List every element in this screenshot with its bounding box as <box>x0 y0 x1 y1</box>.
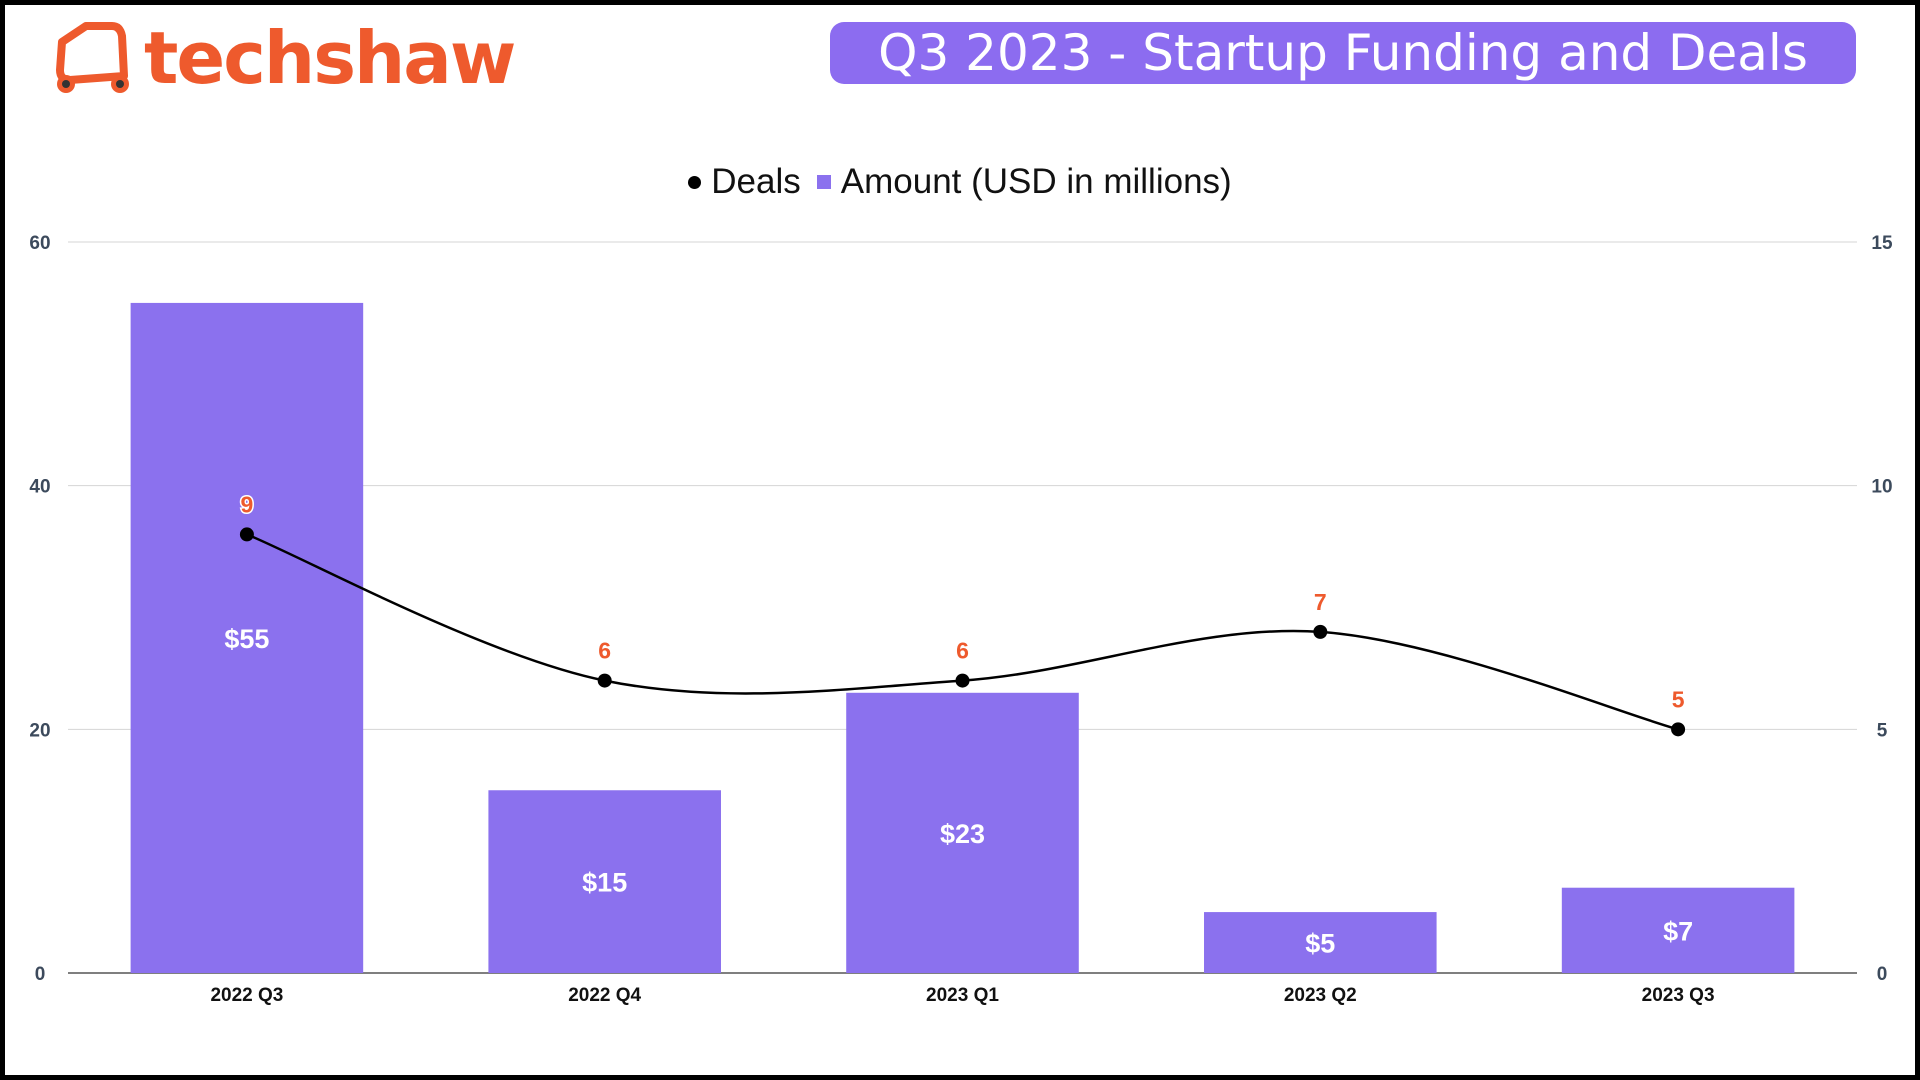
x-tick-label: 2022 Q4 <box>568 985 641 1006</box>
bar-value-label: $15 <box>582 868 627 898</box>
x-tick-label: 2023 Q2 <box>1284 985 1357 1006</box>
x-tick-label: 2022 Q3 <box>210 985 283 1006</box>
bar <box>130 302 364 974</box>
y-left-tick-label: 20 <box>29 720 50 741</box>
deals-value-label: 5 <box>1672 686 1685 712</box>
bar <box>488 790 721 973</box>
x-tick-label: 2023 Q3 <box>1642 985 1715 1006</box>
brand-logo: techshaw <box>50 16 516 100</box>
deals-point <box>1671 722 1686 737</box>
bar-value-label: $23 <box>940 819 985 849</box>
chart-legend: Deals Amount (USD in millions) <box>0 162 1920 202</box>
chart-title: Q3 2023 - Startup Funding and Deals <box>878 24 1808 82</box>
deals-point <box>955 673 970 688</box>
deals-value-label: 6 <box>956 638 969 664</box>
bar-value-label: $55 <box>224 624 269 654</box>
y-right-tick-label: 0 <box>1877 964 1888 985</box>
auto-rickshaw-icon <box>56 22 129 93</box>
title-banner: Q3 2023 - Startup Funding and Deals <box>830 22 1856 84</box>
legend-marker-deals <box>688 175 702 189</box>
deals-value-label: 7 <box>1314 589 1327 615</box>
y-left-tick-label: 40 <box>29 477 50 498</box>
deals-point <box>1313 624 1328 639</box>
bar-value-label: $7 <box>1663 916 1693 946</box>
legend-label-amount: Amount (USD in millions) <box>840 162 1232 201</box>
legend-marker-amount <box>816 175 831 189</box>
y-right-tick-label: 5 <box>1877 720 1888 741</box>
y-left-tick-label: 0 <box>35 964 46 985</box>
y-left-tick-label: 60 <box>29 233 50 254</box>
bar <box>1561 887 1795 973</box>
deals-value-label: 6 <box>598 638 611 664</box>
bar-value-label: $5 <box>1305 929 1335 959</box>
x-tick-label: 2023 Q1 <box>926 985 999 1006</box>
brand-name: techshaw <box>144 16 516 100</box>
y-right-tick-label: 15 <box>1871 233 1893 254</box>
bar <box>1204 912 1437 973</box>
y-right-tick-label: 10 <box>1871 477 1892 498</box>
deals-point <box>239 527 254 542</box>
legend-item-deals: Deals <box>688 162 801 202</box>
deals-point <box>597 673 612 688</box>
bar <box>846 692 1079 973</box>
legend-item-amount: Amount (USD in millions) <box>816 162 1232 202</box>
deals-value-label: 9 <box>241 491 254 517</box>
legend-label-deals: Deals <box>711 162 801 201</box>
